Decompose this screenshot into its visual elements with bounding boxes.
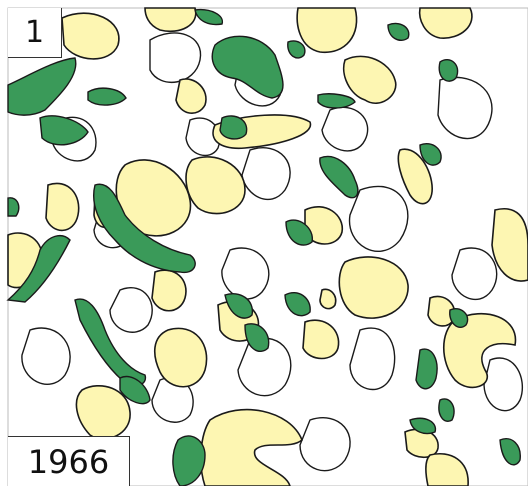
yellow-patch — [339, 257, 408, 318]
green-patch — [439, 399, 454, 421]
green-patch — [8, 198, 19, 216]
white-patch — [300, 418, 350, 471]
white-patch — [350, 186, 408, 251]
panel-year: 1966 — [8, 436, 130, 486]
green-patch — [416, 349, 437, 389]
map — [0, 0, 528, 486]
yellow-patch — [320, 289, 336, 308]
yellow-patch — [152, 270, 186, 311]
white-patch — [452, 248, 497, 299]
panel-number: 1 — [8, 8, 62, 58]
green-patch — [439, 60, 457, 81]
page: {"panel": {"number": "1", "year": "1966"… — [0, 0, 528, 486]
white-patch — [22, 328, 70, 384]
green-patch — [220, 116, 247, 139]
